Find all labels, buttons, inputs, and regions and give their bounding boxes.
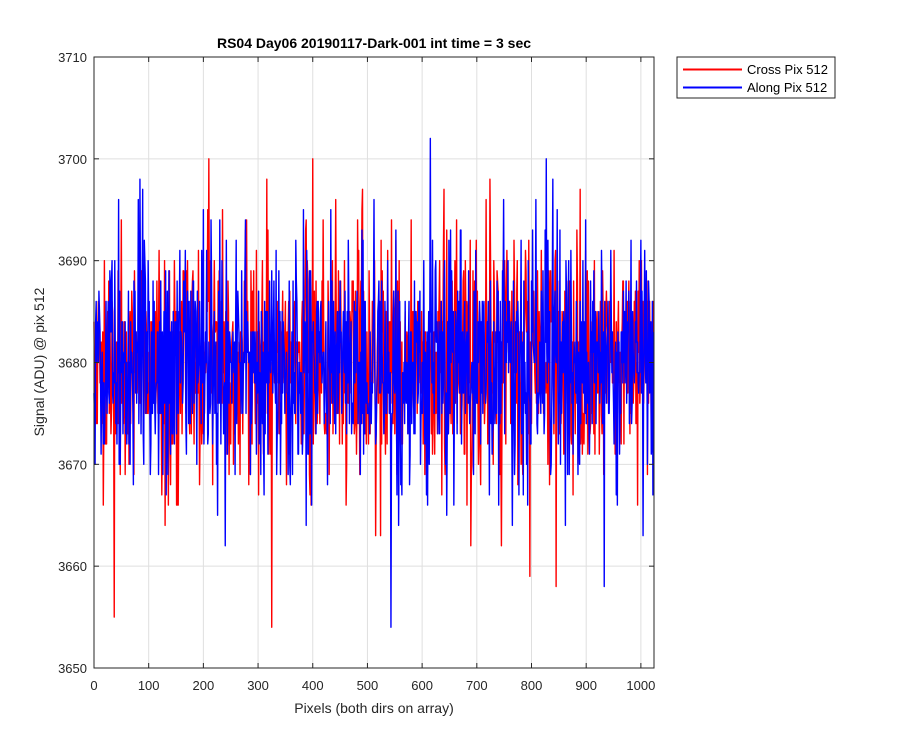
x-tick-label: 1000 — [626, 678, 655, 693]
x-tick-label: 700 — [466, 678, 488, 693]
y-tick-label: 3700 — [58, 152, 87, 167]
x-tick-label: 0 — [90, 678, 97, 693]
x-tick-label: 500 — [357, 678, 379, 693]
chart-title: RS04 Day06 20190117-Dark-001 int time = … — [217, 35, 531, 51]
x-tick-label: 100 — [138, 678, 160, 693]
series-layer — [93, 137, 655, 628]
x-tick-label: 800 — [521, 678, 543, 693]
y-axis-label: Signal (ADU) @ pix 512 — [31, 287, 47, 436]
x-tick-label: 600 — [411, 678, 433, 693]
legend-box — [676, 56, 836, 99]
x-tick-label: 400 — [302, 678, 324, 693]
y-tick-label: 3680 — [58, 356, 87, 371]
ticks: 0 100 200 300 400 500 600 700 800 900 1000 3650 3660… — [58, 50, 655, 693]
legend-label-cross: Cross Pix 512 — [747, 62, 828, 77]
y-tick-label: 3650 — [58, 661, 87, 676]
legend-label-along: Along Pix 512 — [747, 80, 827, 95]
y-tick-label: 3670 — [58, 457, 87, 472]
x-tick-label: 200 — [193, 678, 215, 693]
y-tick-label: 3690 — [58, 254, 87, 269]
y-tick-label: 3660 — [58, 559, 87, 574]
y-tick-label: 3710 — [58, 50, 87, 65]
legend: Cross Pix 512 Along Pix 512 — [676, 56, 836, 99]
x-tick-label: 300 — [247, 678, 269, 693]
series-line-along-pix-512 — [93, 137, 655, 628]
x-tick-label: 900 — [575, 678, 597, 693]
x-axis-label: Pixels (both dirs on array) — [294, 700, 454, 716]
